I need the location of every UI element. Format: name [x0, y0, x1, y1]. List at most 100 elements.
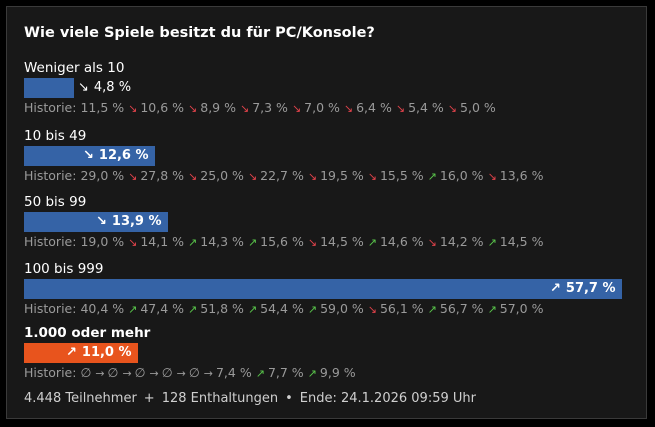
trend-flat-icon: → — [95, 367, 105, 380]
trend-up-icon: ↗ — [307, 367, 317, 380]
option-label: Weniger als 10 — [24, 60, 125, 76]
result-bar — [24, 78, 74, 98]
trend-flat-icon: → — [149, 367, 159, 380]
trend-up-icon: ↗ — [247, 303, 258, 316]
dot-separator: • — [285, 391, 293, 406]
history-label: Historie: — [24, 234, 77, 249]
trend-flat-icon: → — [176, 367, 186, 380]
option-label: 10 bis 49 — [24, 128, 87, 144]
history-value: 11,5 % — [80, 100, 125, 115]
trend-down-icon: ↘ — [247, 170, 258, 183]
result-value: ↘ 12,6 % — [83, 146, 149, 166]
poll-title: Wie viele Spiele besitzt du für PC/Konso… — [24, 25, 375, 41]
bar-row: ↗ 57,7 % — [24, 279, 630, 299]
poll-option: 100 bis 999 ↗ 57,7 % Historie: 40,4 % ↗ 47,4 … — [24, 260, 630, 318]
trend-down-icon: ↘ — [78, 80, 89, 95]
result-percent: 13,9 % — [111, 214, 162, 229]
trend-flat-icon: → — [122, 367, 132, 380]
trend-down-icon: ↘ — [367, 170, 377, 183]
trend-up-icon: ↗ — [550, 281, 561, 296]
option-label: 100 bis 999 — [24, 261, 104, 277]
result-percent: 12,6 % — [98, 148, 149, 163]
poll-footer: 4.448 Teilnehmer +128 Enthaltungen • Ende: … — [24, 391, 476, 406]
history-value: 56,7 % — [439, 301, 484, 316]
history-value: 5,4 % — [408, 100, 444, 115]
trend-up-icon: ↗ — [367, 236, 377, 249]
result-bar — [24, 343, 138, 363]
trend-down-icon: ↘ — [188, 102, 198, 115]
trend-down-icon: ↘ — [83, 148, 94, 163]
trend-down-icon: ↘ — [128, 236, 138, 249]
trend-up-icon: ↗ — [487, 236, 497, 249]
bar-row: ↗ 11,0 % — [24, 343, 630, 363]
history-value: 8,9 % — [200, 100, 236, 115]
trend-down-icon: ↘ — [307, 170, 318, 183]
poll-option: 1.000 oder mehr ↗ 11,0 % Historie: ∅ → ∅ → ∅ → ∅ →… — [24, 324, 630, 382]
history-value: 14,6 % — [379, 234, 424, 249]
trend-down-icon: ↘ — [291, 102, 302, 115]
trend-down-icon: ↘ — [128, 102, 138, 115]
history-value: ∅ — [107, 365, 119, 380]
history-value: ∅ — [188, 365, 200, 380]
history-value: 6,4 % — [356, 100, 392, 115]
history-value: 10,6 % — [140, 100, 185, 115]
history-value: 19,0 % — [80, 234, 125, 249]
participants-count: 4.448 Teilnehmer — [24, 391, 137, 406]
history-value: 9,9 % — [319, 365, 356, 380]
poll-option: 10 bis 49 ↘ 12,6 % Historie: 29,0 % ↘ 27,8 % ↘… — [24, 127, 630, 185]
poll-panel: Wie viele Spiele besitzt du für PC/Konso… — [6, 6, 647, 419]
history-value: ∅ — [134, 365, 146, 380]
bar-row: ↘ 4,8 % — [24, 78, 630, 98]
result-percent: 4,8 % — [93, 80, 132, 95]
history-value: 14,3 % — [200, 234, 244, 249]
trend-down-icon: ↘ — [343, 102, 354, 115]
poll-option: 50 bis 99 ↘ 13,9 % Historie: 19,0 % ↘ 14,1 % ↗… — [24, 193, 630, 251]
history-value: ∅ — [80, 365, 92, 380]
trend-down-icon: ↘ — [427, 236, 437, 249]
history-line: Historie: 40,4 % ↗ 47,4 % ↗ 51,8 % ↗ 54,4 % ↗ 59… — [24, 300, 630, 318]
trend-up-icon: ↗ — [247, 236, 258, 249]
history-label: Historie: — [24, 365, 77, 380]
history-value: ∅ — [161, 365, 173, 380]
trend-down-icon: ↘ — [128, 170, 138, 183]
history-label: Historie: — [24, 100, 77, 115]
history-value: 29,0 % — [80, 168, 125, 183]
history-value: 7,7 % — [267, 365, 304, 380]
history-line: Historie: 29,0 % ↘ 27,8 % ↘ 25,0 % ↘ 22,7 % ↘ 19… — [24, 167, 630, 185]
trend-down-icon: ↘ — [367, 303, 377, 316]
option-label: 50 bis 99 — [24, 194, 87, 210]
result-value: ↗ 11,0 % — [66, 343, 132, 363]
poll-option: Weniger als 10 ↘ 4,8 % Historie: 11,5 % ↘ 10,… — [24, 59, 630, 117]
bar-row: ↘ 12,6 % — [24, 146, 630, 166]
history-value: 14,1 % — [140, 234, 185, 249]
trend-down-icon: ↘ — [395, 102, 406, 115]
history-value: 15,6 % — [260, 234, 304, 249]
result-bar — [24, 279, 622, 299]
trend-down-icon: ↘ — [447, 102, 458, 115]
result-bar — [24, 146, 155, 166]
history-line: Historie: 19,0 % ↘ 14,1 % ↗ 14,3 % ↗ 15,6 % ↘ 14… — [24, 233, 630, 251]
trend-down-icon: ↘ — [188, 170, 198, 183]
history-value: 40,4 % — [80, 301, 125, 316]
history-value: 5,0 % — [460, 100, 496, 115]
history-value: 14,2 % — [439, 234, 484, 249]
plus-separator: + — [143, 391, 155, 406]
poll-end-date: Ende: 24.1.2026 09:59 Uhr — [299, 391, 476, 406]
history-value: 57,0 % — [499, 301, 544, 316]
option-label: 1.000 oder mehr — [24, 325, 151, 341]
history-value: 25,0 % — [200, 168, 244, 183]
trend-up-icon: ↗ — [128, 303, 138, 316]
history-value: 14,5 % — [499, 234, 544, 249]
trend-down-icon: ↘ — [96, 214, 107, 229]
history-value: 51,8 % — [200, 301, 244, 316]
trend-down-icon: ↘ — [307, 236, 318, 249]
trend-up-icon: ↗ — [307, 303, 318, 316]
result-bar — [24, 212, 168, 232]
history-label: Historie: — [24, 301, 77, 316]
history-value: 14,5 % — [320, 234, 364, 249]
result-value: ↘ 13,9 % — [96, 212, 162, 232]
history-value: 16,0 % — [439, 168, 484, 183]
history-value: 47,4 % — [140, 301, 185, 316]
history-line: Historie: ∅ → ∅ → ∅ → ∅ → ∅ → 7,4 % ↗ 7,7 % ↗ 9,9 % — [24, 364, 630, 382]
trend-down-icon: ↘ — [487, 170, 497, 183]
